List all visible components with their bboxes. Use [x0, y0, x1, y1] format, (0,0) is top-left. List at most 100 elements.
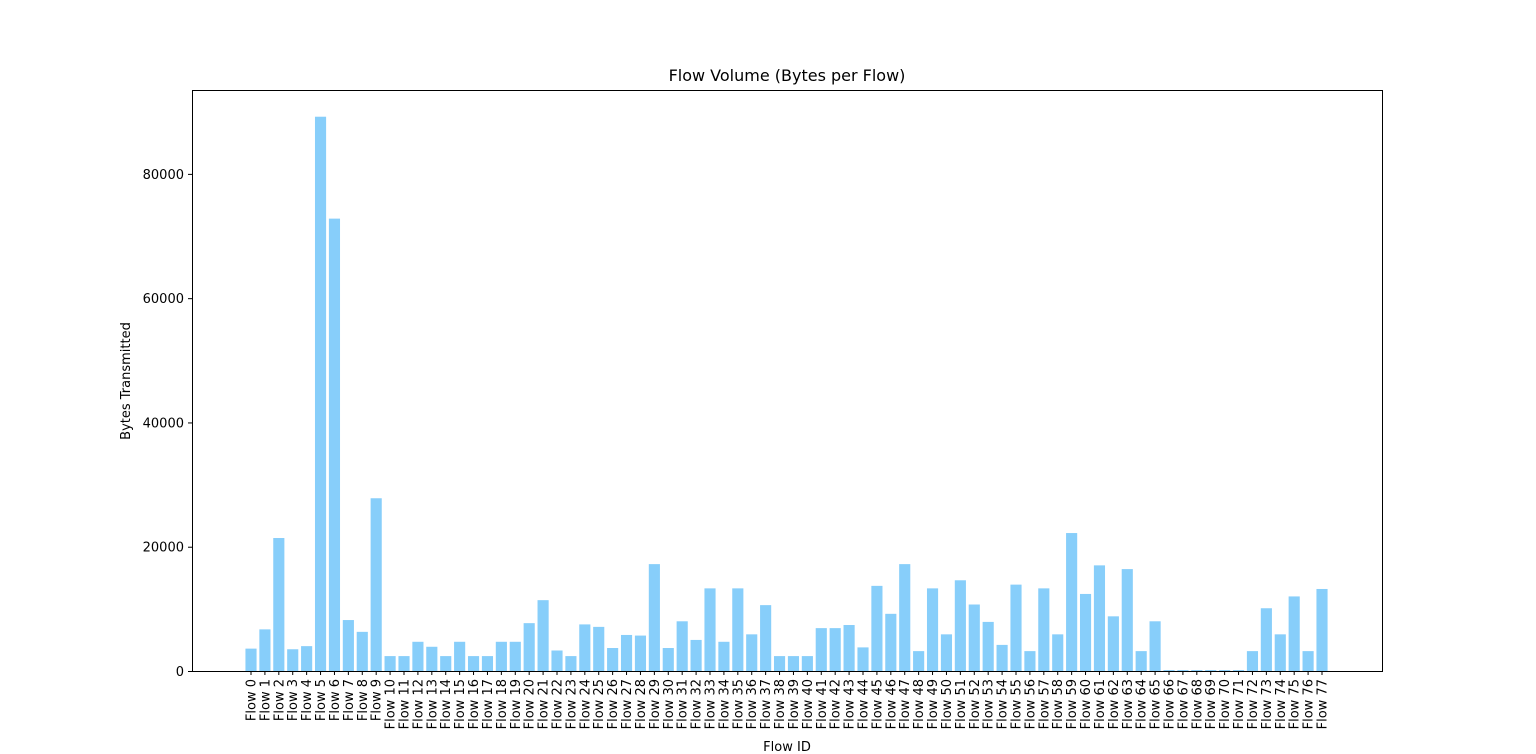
- x-tick-label: Flow 53: [982, 679, 997, 729]
- bar: [259, 629, 271, 671]
- bar: [467, 656, 480, 671]
- bar: [926, 588, 939, 671]
- bar: [899, 564, 911, 671]
- x-tick-label: Flow 56: [1023, 679, 1038, 729]
- bar: [913, 651, 925, 671]
- x-tick-label: Flow 26: [606, 679, 621, 729]
- y-axis: 0 20000 40000 60000 80000: [143, 168, 192, 680]
- bar: [426, 646, 438, 671]
- x-tick-label: Flow 58: [1051, 679, 1066, 729]
- y-axis-title: Bytes Transmitted: [119, 322, 134, 440]
- bar: [815, 628, 827, 671]
- x-tick-label: Flow 25: [592, 679, 607, 729]
- x-tick-label: Flow 65: [1149, 679, 1164, 729]
- bar: [1274, 634, 1286, 671]
- bar: [1163, 670, 1175, 671]
- bar: [648, 564, 660, 671]
- x-tick-label: Flow 18: [495, 679, 510, 729]
- x-tick-label: Flow 61: [1093, 679, 1108, 729]
- x-axis-title: Flow ID: [763, 740, 811, 754]
- bar: [551, 650, 563, 671]
- x-tick-label: Flow 44: [857, 679, 872, 729]
- x-tick-label: Flow 75: [1288, 679, 1303, 729]
- y-tick-label: 20000: [143, 541, 184, 556]
- bar: [857, 647, 869, 671]
- x-tick-label: Flow 3: [286, 679, 301, 721]
- x-tick-label: Flow 36: [745, 679, 760, 729]
- x-tick-label: Flow 66: [1163, 679, 1178, 729]
- x-tick-label: Flow 34: [717, 679, 732, 729]
- x-tick-label: Flow 6: [328, 679, 343, 721]
- bar: [481, 656, 494, 671]
- x-tick-label: Flow 76: [1302, 679, 1317, 729]
- x-tick-label: Flow 2: [272, 679, 287, 721]
- bar: [273, 538, 285, 671]
- bar: [1038, 588, 1050, 671]
- bar: [537, 600, 549, 671]
- bar: [1219, 670, 1231, 671]
- x-tick-label: Flow 19: [509, 679, 524, 729]
- x-tick-label: Flow 4: [300, 679, 315, 721]
- x-tick-label: Flow 29: [648, 679, 663, 729]
- x-tick-label: Flow 30: [662, 679, 677, 729]
- x-tick-label: Flow 46: [884, 679, 899, 729]
- y-tick-label: 0: [176, 665, 184, 680]
- bar: [607, 648, 619, 671]
- x-tick-label: Flow 51: [954, 679, 969, 729]
- bar: [746, 634, 758, 671]
- y-tick-label: 40000: [143, 416, 184, 431]
- bar: [1191, 670, 1203, 671]
- bar: [1260, 608, 1272, 671]
- x-tick-label: Flow 7: [342, 679, 357, 721]
- x-tick-label: Flow 72: [1246, 679, 1261, 729]
- x-tick-label: Flow 32: [690, 679, 705, 729]
- x-tick-label: Flow 22: [551, 679, 566, 729]
- bar: [843, 625, 855, 671]
- bar: [287, 649, 299, 671]
- x-tick-label: Flow 60: [1079, 679, 1094, 729]
- x-tick-label: Flow 0: [245, 679, 260, 721]
- bar: [940, 634, 953, 671]
- x-tick-label: Flow 70: [1218, 679, 1233, 729]
- x-tick-label: Flow 31: [676, 679, 691, 729]
- bar: [1177, 670, 1189, 671]
- x-tick-label: Flow 1: [258, 679, 273, 721]
- x-tick-label: Flow 13: [425, 679, 440, 729]
- bar: [760, 605, 772, 671]
- x-tick-label: Flow 64: [1135, 679, 1150, 729]
- x-tick-label: Flow 15: [453, 679, 468, 729]
- chart-title: Flow Volume (Bytes per Flow): [669, 66, 906, 85]
- x-tick-label: Flow 63: [1121, 679, 1136, 729]
- bar: [1066, 533, 1078, 671]
- y-tick-label: 80000: [143, 168, 184, 183]
- x-tick-label: Flow 74: [1274, 679, 1289, 729]
- x-tick-label: Flow 50: [940, 679, 955, 729]
- bar: [1316, 588, 1328, 671]
- bar: [1107, 616, 1119, 671]
- bar: [356, 631, 368, 671]
- x-tick-label: Flow 33: [704, 679, 719, 729]
- x-tick-label: Flow 54: [996, 679, 1011, 729]
- x-tick-label: Flow 45: [870, 679, 885, 729]
- bar: [398, 656, 410, 671]
- bar: [968, 604, 980, 671]
- bar: [1093, 565, 1106, 671]
- x-tick-label: Flow 43: [843, 679, 858, 729]
- bar: [1121, 569, 1133, 671]
- x-tick-label: Flow 17: [481, 679, 496, 729]
- bar: [301, 646, 313, 671]
- bar: [1135, 651, 1147, 671]
- bar: [982, 621, 994, 671]
- bar: [704, 588, 716, 671]
- x-tick-label: Flow 68: [1190, 679, 1205, 729]
- x-tick-label: Flow 71: [1232, 679, 1247, 729]
- x-tick-label: Flow 37: [759, 679, 774, 729]
- bar: [579, 624, 591, 671]
- x-tick-label: Flow 16: [467, 679, 482, 729]
- x-tick-label: Flow 48: [912, 679, 927, 729]
- bar: [996, 644, 1008, 671]
- bar: [1079, 593, 1092, 671]
- bar: [495, 641, 507, 671]
- x-tick-label: Flow 10: [384, 679, 399, 729]
